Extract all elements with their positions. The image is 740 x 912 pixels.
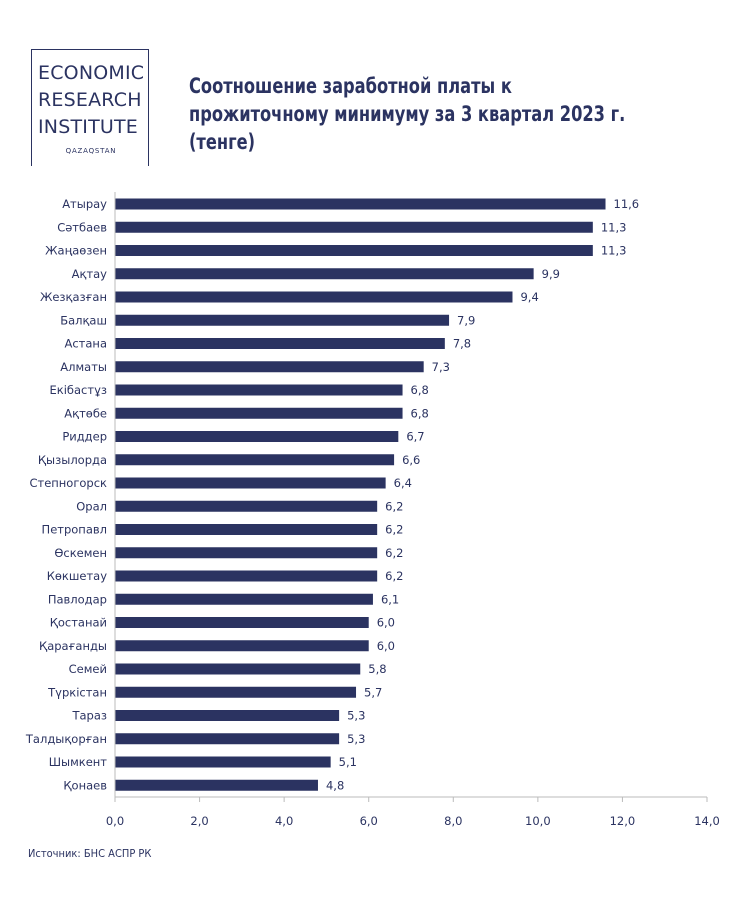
category-label: Ақтөбе (64, 406, 107, 420)
value-label: 9,4 (520, 290, 538, 304)
bar (115, 733, 340, 745)
value-label: 5,1 (339, 755, 357, 769)
category-label: Қостанай (50, 616, 107, 630)
value-label: 5,7 (364, 685, 382, 699)
bar (115, 547, 378, 559)
x-tick-label: 12,0 (610, 814, 636, 828)
value-label: 7,8 (453, 337, 471, 351)
bar (115, 524, 378, 535)
value-label: 7,3 (432, 360, 450, 374)
value-label: 6,8 (411, 383, 429, 397)
x-tick-label: 10,0 (525, 814, 551, 828)
category-label: Риддер (62, 430, 107, 444)
logo-subtitle: QAZAQSTAN (65, 147, 117, 155)
bar (115, 779, 318, 791)
bar (115, 710, 340, 721)
bar (115, 245, 593, 256)
value-label: 6,0 (377, 639, 395, 653)
category-label: Жаңаөзен (45, 244, 107, 258)
value-label: 7,9 (457, 313, 475, 327)
value-label: 6,2 (385, 546, 403, 560)
value-label: 6,7 (406, 430, 424, 444)
category-label: Балқаш (60, 313, 107, 327)
category-label: Петропавл (42, 523, 107, 537)
category-label: Талдықорған (25, 732, 107, 746)
value-label: 6,6 (402, 453, 420, 467)
category-label: Орал (76, 499, 107, 513)
bar (115, 570, 378, 582)
bar (115, 407, 403, 419)
bar (115, 454, 395, 466)
value-label: 11,3 (601, 220, 627, 234)
category-label: Қонаев (63, 778, 107, 792)
logo-line-economic: ECONOMIC (38, 62, 145, 84)
x-tick-label: 6,0 (360, 814, 378, 828)
value-label: 5,8 (368, 662, 386, 676)
value-label: 9,9 (542, 267, 560, 281)
logo-line-research: RESEARCH (38, 89, 142, 111)
bar (115, 617, 369, 628)
category-label: Түркістан (47, 685, 107, 699)
x-tick-label: 0,0 (106, 814, 124, 828)
category-label: Тараз (71, 709, 107, 723)
x-tick-label: 8,0 (444, 814, 462, 828)
bar (115, 500, 378, 512)
value-label: 4,8 (326, 778, 344, 792)
bar (115, 593, 373, 605)
bar (115, 384, 403, 396)
value-label: 6,4 (394, 476, 412, 490)
category-label: Өскемен (54, 546, 107, 560)
bar (115, 198, 606, 210)
category-label: Көкшетау (47, 569, 107, 583)
bar (115, 640, 369, 652)
value-label: 6,2 (385, 569, 403, 583)
value-label: 6,2 (385, 499, 403, 513)
value-label: 11,3 (601, 244, 627, 258)
bar (115, 314, 450, 326)
bar (115, 663, 361, 675)
value-label: 5,3 (347, 709, 365, 723)
category-label: Қарағанды (39, 639, 107, 653)
value-label: 6,1 (381, 592, 399, 606)
bar-chart: Атырау 11,6 Сәтбаев 11,3 Жаңаөзен 11,3 Ақтау 9,… (25, 192, 720, 828)
category-label: Екібастұз (50, 383, 108, 397)
category-label: Степногорск (29, 476, 107, 490)
bar (115, 268, 534, 280)
bar (115, 431, 399, 442)
bar (115, 756, 331, 768)
category-label: Жезқазған (40, 290, 107, 304)
category-label: Атырау (62, 197, 107, 211)
value-label: 11,6 (614, 197, 640, 211)
category-label: Алматы (60, 360, 107, 374)
category-label: Қызылорда (38, 453, 107, 467)
value-label: 5,3 (347, 732, 365, 746)
logo: ECONOMIC RESEARCH INSTITUTE QAZAQSTAN (31, 49, 149, 166)
category-label: Сәтбаев (57, 220, 107, 234)
x-tick-label: 4,0 (275, 814, 293, 828)
logo-line-institute: INSTITUTE (38, 116, 139, 138)
x-tick-label: 2,0 (190, 814, 208, 828)
bar (115, 338, 445, 349)
bar (115, 686, 357, 698)
bar (115, 221, 593, 233)
category-label: Семей (69, 662, 107, 676)
category-label: Шымкент (49, 755, 108, 769)
value-label: 6,2 (385, 523, 403, 537)
bar (115, 291, 513, 303)
value-label: 6,8 (411, 406, 429, 420)
category-label: Павлодар (48, 592, 107, 606)
source-note: Источник: БНС АСПР РК (28, 847, 152, 860)
bar (115, 477, 386, 489)
category-label: Астана (64, 337, 107, 351)
x-tick-label: 14,0 (694, 814, 720, 828)
value-label: 6,0 (377, 616, 395, 630)
category-label: Ақтау (72, 267, 108, 281)
bar (115, 361, 424, 373)
chart-title: Соотношение заработной платы к прожиточн… (189, 74, 626, 154)
